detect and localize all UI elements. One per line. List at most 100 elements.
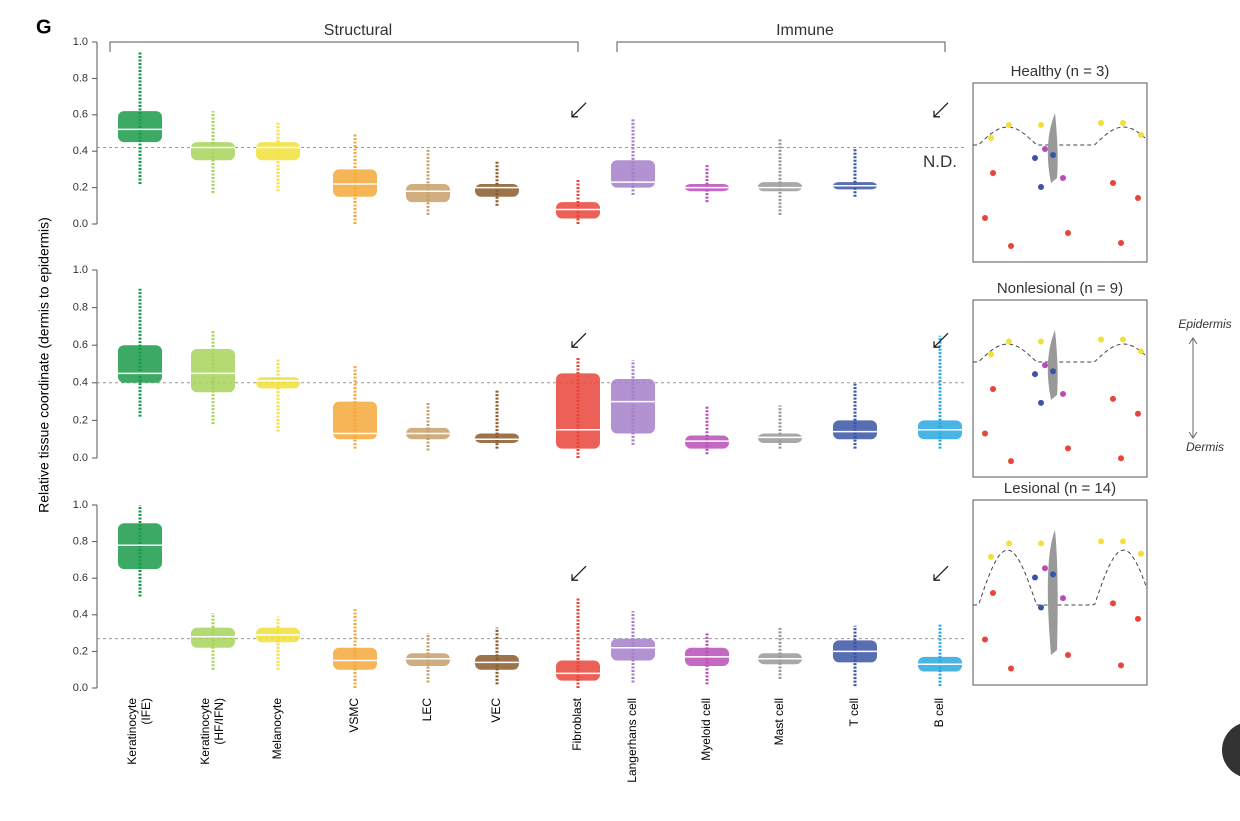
box — [118, 523, 162, 570]
diagram-cell — [1118, 455, 1124, 462]
category-label: LEC — [420, 698, 434, 722]
not-detected-label: N.D. — [923, 152, 957, 171]
arrow — [933, 102, 949, 118]
box — [685, 435, 729, 449]
diagram-cell — [1032, 371, 1038, 378]
y-tick-label: 0.4 — [73, 609, 88, 621]
box — [556, 660, 600, 681]
y-tick-label: 1.0 — [73, 264, 88, 276]
y-tick-label: 0.4 — [73, 145, 88, 157]
hair-follicle — [1047, 113, 1058, 183]
group-label: Immune — [776, 22, 834, 39]
y-tick-label: 0.0 — [73, 452, 88, 464]
box — [758, 182, 802, 192]
box — [191, 142, 235, 161]
category-label: Keratinocyte — [198, 698, 212, 765]
category-label: Mast cell — [772, 698, 786, 745]
arrow — [571, 565, 587, 581]
box — [256, 377, 300, 389]
category-label: Melanocyte — [270, 698, 284, 760]
diagram-cell — [982, 636, 988, 643]
diagram-cell — [1042, 146, 1048, 152]
epidermis-label: Epidermis — [1178, 317, 1231, 331]
diagram-cell — [1042, 362, 1048, 369]
box — [556, 373, 600, 449]
diagram-cell — [1050, 571, 1056, 578]
diagram-cell — [1050, 152, 1056, 158]
box — [475, 183, 519, 197]
diagram-cell — [1120, 538, 1126, 545]
diagram-cell — [990, 590, 996, 597]
diagram-cell — [1032, 155, 1038, 161]
diagram-cell — [1098, 538, 1104, 545]
diagram-cell — [1032, 574, 1038, 581]
diagram-cell — [1038, 540, 1044, 547]
y-tick-label: 0.2 — [73, 182, 88, 194]
diagram-cell — [1060, 390, 1066, 397]
category-label: T cell — [847, 698, 861, 726]
diagram-cell — [1118, 240, 1124, 246]
diagram-cell — [1038, 399, 1044, 406]
box — [406, 183, 450, 203]
diagram-cell — [1060, 595, 1066, 602]
epidermis-boundary — [973, 343, 1148, 363]
diagram-cell — [1050, 368, 1056, 375]
diagram-cell — [1065, 652, 1071, 659]
y-tick-label: 0.6 — [73, 109, 88, 121]
diagram-cell — [1060, 175, 1066, 181]
y-tick-label: 0.0 — [73, 682, 88, 694]
y-tick-label: 0.2 — [73, 645, 88, 657]
y-tick-label: 1.0 — [73, 36, 88, 48]
y-tick-label: 1.0 — [73, 499, 88, 511]
diagram-cell — [1110, 600, 1116, 607]
diagram-cell — [982, 215, 988, 221]
y-tick-label: 0.6 — [73, 339, 88, 351]
category-label: (HF/IFN) — [212, 698, 226, 745]
box — [406, 653, 450, 667]
diagram-title: Healthy (n = 3) — [1011, 63, 1110, 80]
box — [118, 345, 162, 383]
diagram-cell — [1135, 615, 1141, 622]
group-label: Structural — [324, 22, 392, 39]
diagram-cell — [1038, 184, 1044, 190]
panel-label: G — [36, 16, 52, 38]
diagram-cell — [990, 170, 996, 176]
box — [833, 420, 877, 440]
y-axis-label: Relative tissue coordinate (dermis to ep… — [36, 217, 52, 513]
diagram-box — [972, 499, 1148, 686]
box — [611, 379, 655, 434]
box — [256, 142, 300, 161]
box — [333, 401, 377, 440]
diagram-cell — [1118, 662, 1124, 669]
diagram-cell — [1138, 550, 1144, 557]
box — [611, 638, 655, 661]
diagram-cell — [1008, 243, 1014, 249]
box — [333, 169, 377, 197]
box — [556, 202, 600, 219]
diagram-cell — [1110, 180, 1116, 186]
diagram-title: Nonlesional (n = 9) — [997, 280, 1123, 297]
arrow — [933, 332, 949, 348]
arrow — [571, 102, 587, 118]
diagram-cell — [988, 553, 994, 560]
category-label: B cell — [932, 698, 946, 727]
diagram-title: Lesional (n = 14) — [1004, 480, 1116, 497]
diagram-cell — [990, 385, 996, 392]
diagram-cell — [982, 430, 988, 437]
diagram-cell — [1038, 122, 1044, 128]
diagram-cell — [1138, 348, 1144, 355]
hair-follicle — [1047, 530, 1058, 655]
diagram-cell — [988, 351, 994, 358]
diagram-cell — [1042, 565, 1048, 572]
box — [475, 433, 519, 443]
box — [118, 111, 162, 143]
y-tick-label: 0.6 — [73, 572, 88, 584]
y-tick-label: 0.8 — [73, 302, 88, 314]
diagram-cell — [1065, 230, 1071, 236]
diagram-cell — [1098, 336, 1104, 343]
diagram-box — [972, 82, 1148, 263]
diagram-cell — [1006, 338, 1012, 345]
epidermis-boundary — [973, 126, 1148, 146]
diagram-cell — [1120, 336, 1126, 343]
diagram-cell — [1065, 445, 1071, 452]
